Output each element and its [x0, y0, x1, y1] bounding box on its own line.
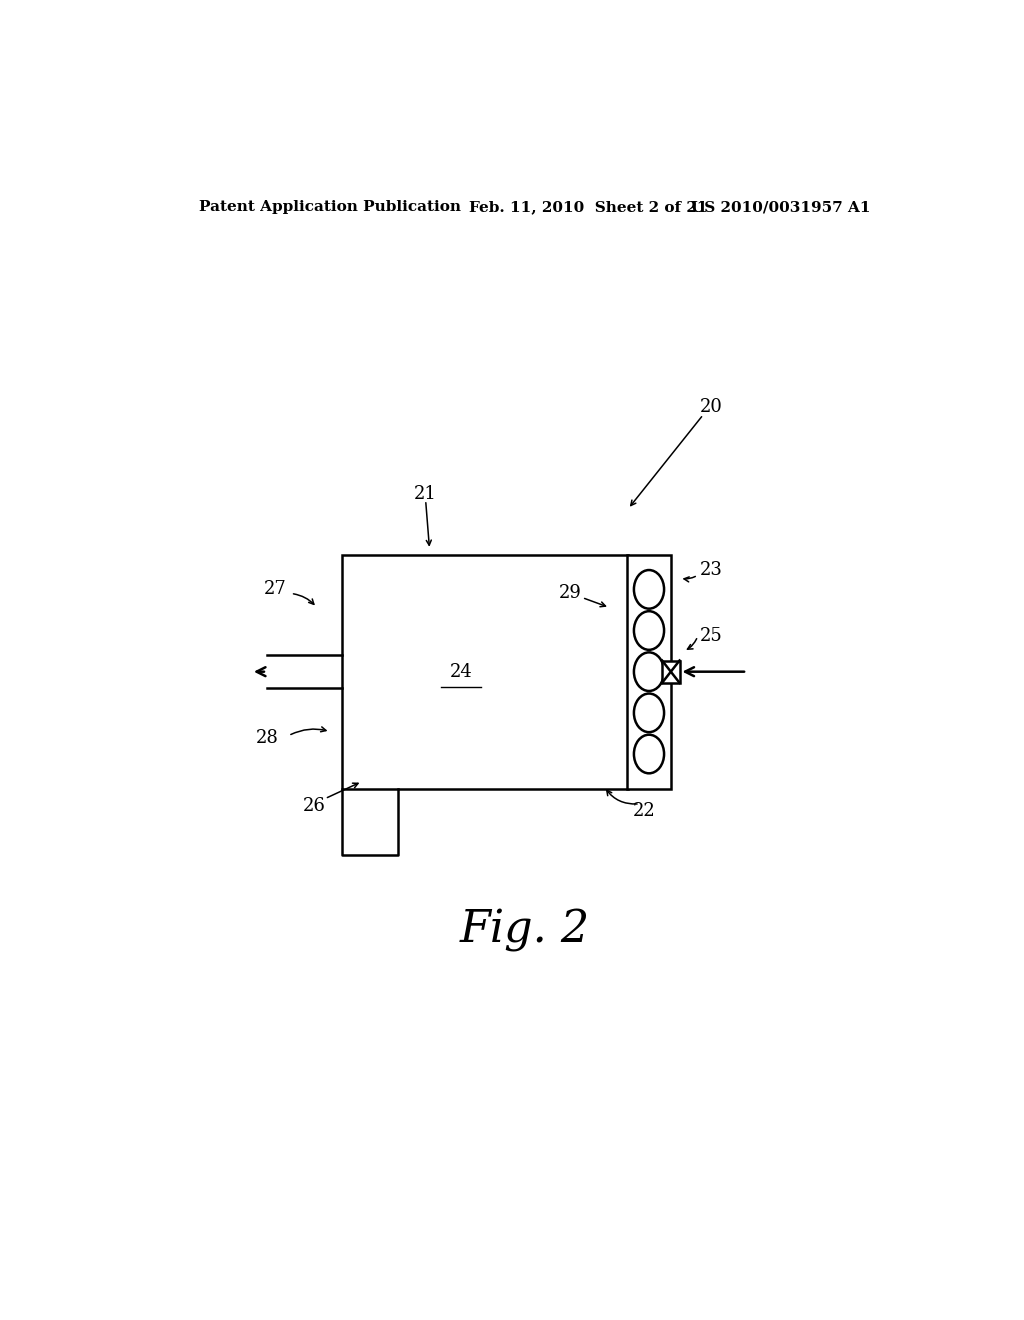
Bar: [663, 660, 680, 682]
Text: 29: 29: [559, 585, 582, 602]
Text: Patent Application Publication: Patent Application Publication: [200, 201, 462, 214]
Text: Feb. 11, 2010  Sheet 2 of 21: Feb. 11, 2010 Sheet 2 of 21: [469, 201, 708, 214]
Circle shape: [634, 611, 665, 649]
Text: Fig. 2: Fig. 2: [460, 909, 590, 953]
Text: 21: 21: [414, 484, 437, 503]
Circle shape: [634, 570, 665, 609]
Circle shape: [634, 652, 665, 690]
Text: 23: 23: [699, 561, 723, 579]
Text: 28: 28: [255, 729, 279, 747]
Text: 27: 27: [263, 581, 286, 598]
Text: 20: 20: [699, 399, 723, 416]
Circle shape: [634, 735, 665, 774]
Text: 24: 24: [450, 663, 473, 681]
Text: 22: 22: [633, 803, 655, 820]
Circle shape: [634, 693, 665, 733]
Text: 26: 26: [303, 797, 326, 814]
Text: US 2010/0031957 A1: US 2010/0031957 A1: [691, 201, 871, 214]
Text: 25: 25: [700, 627, 723, 645]
Bar: [627, 554, 671, 788]
Bar: [342, 554, 628, 788]
